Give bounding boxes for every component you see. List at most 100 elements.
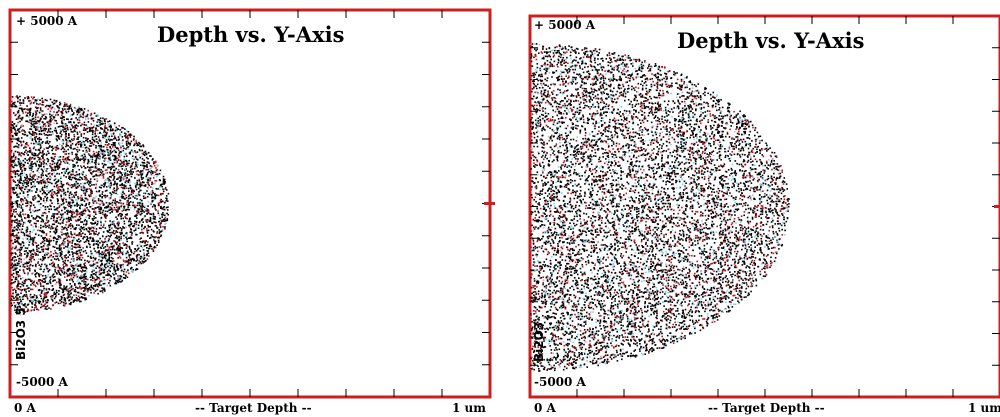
scatter-point (67, 244, 69, 246)
scatter-point (72, 268, 75, 271)
scatter-point (78, 258, 81, 261)
scatter-point (28, 287, 31, 289)
scatter-point (131, 194, 134, 196)
scatter-point (135, 142, 138, 144)
scatter-point (76, 211, 78, 213)
scatter-point (138, 141, 140, 144)
scatter-point (151, 222, 154, 225)
scatter-point (91, 230, 93, 232)
scatter-point (36, 248, 38, 251)
scatter-point (129, 144, 131, 146)
scatter-point (126, 203, 128, 206)
scatter-point (34, 273, 36, 276)
scatter-point (19, 153, 21, 156)
scatter-point (74, 219, 77, 222)
scatter-point (118, 280, 121, 283)
scatter-point (97, 190, 99, 193)
scatter-point (46, 292, 49, 294)
scatter-point (90, 227, 92, 230)
scatter-point (47, 248, 49, 251)
scatter-point (44, 192, 47, 194)
scatter-point (45, 219, 48, 221)
scatter-point (98, 210, 101, 213)
scatter-point (62, 199, 65, 201)
scatter-point (116, 172, 119, 174)
scatter-point (96, 265, 99, 267)
scatter-point (41, 127, 44, 129)
scatter-point (122, 179, 125, 182)
scatter-point (70, 298, 73, 300)
scatter-point (136, 143, 139, 145)
scatter-point (113, 252, 116, 254)
scatter-point (142, 144, 144, 146)
scatter-point (32, 296, 35, 298)
scatter-point (18, 248, 21, 251)
scatter-point (86, 239, 88, 241)
scatter-point (34, 302, 37, 304)
scatter-point (116, 241, 118, 243)
scatter-point (66, 246, 69, 248)
scatter-point (47, 268, 49, 271)
scatter-point (46, 164, 48, 166)
scatter-point (26, 255, 29, 258)
scatter-point (149, 236, 152, 239)
scatter-point (139, 173, 142, 175)
scatter-point (135, 250, 138, 252)
scatter-point (66, 275, 69, 277)
scatter-point (107, 248, 110, 251)
scatter-point (38, 149, 41, 152)
scatter-point (71, 213, 74, 216)
scatter-point (21, 210, 24, 212)
scatter-point (141, 227, 143, 229)
scatter-point (17, 285, 19, 287)
scatter-point (98, 168, 100, 170)
scatter-point (43, 132, 46, 135)
scatter-point (69, 121, 72, 124)
scatter-point (129, 171, 131, 173)
scatter-point (35, 191, 38, 193)
scatter-point (114, 202, 117, 205)
scatter-point (51, 289, 53, 291)
scatter-point (134, 248, 137, 251)
scatter-point (52, 103, 55, 105)
scatter-point (110, 176, 112, 178)
scatter-point (50, 117, 52, 120)
scatter-point (150, 203, 152, 205)
scatter-point (44, 105, 47, 108)
scatter-point (84, 289, 86, 291)
scatter-point (82, 188, 84, 190)
scatter-point (104, 127, 107, 130)
scatter-point (44, 263, 46, 266)
scatter-point (113, 135, 116, 137)
scatter-point (56, 189, 59, 192)
scatter-point (129, 221, 132, 223)
scatter-point (98, 251, 100, 253)
scatter-point (15, 184, 17, 186)
scatter-point (56, 281, 58, 284)
scatter-point (12, 269, 15, 271)
scatter-point (76, 153, 78, 156)
scatter-point (46, 305, 49, 307)
scatter-point (77, 136, 79, 139)
scatter-point (51, 149, 53, 152)
scatter-point (102, 156, 104, 159)
scatter-point (143, 162, 146, 164)
scatter-point (83, 275, 86, 278)
scatter-point (36, 169, 39, 172)
scatter-point (89, 228, 91, 231)
scatter-point (44, 299, 47, 302)
scatter-point (89, 215, 91, 218)
scatter-point (42, 220, 45, 223)
scatter-point (142, 221, 144, 223)
scatter-point (71, 196, 73, 199)
scatter-point (30, 205, 32, 207)
scatter-point (63, 301, 65, 304)
scatter-point (65, 176, 67, 178)
scatter-point (61, 190, 63, 193)
scatter-point (126, 213, 128, 215)
scatter-point (152, 250, 155, 252)
scatter-point (40, 273, 42, 276)
scatter-point (54, 275, 56, 278)
scatter-point (16, 200, 19, 202)
scatter-point (116, 280, 119, 283)
